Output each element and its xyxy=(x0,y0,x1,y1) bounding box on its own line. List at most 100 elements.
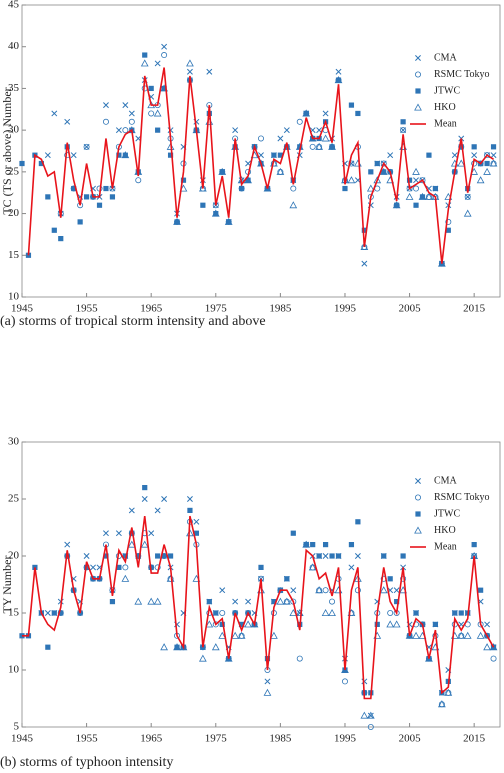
square-marker xyxy=(284,576,290,582)
legend-label: HKO xyxy=(434,102,456,113)
triangle-marker xyxy=(250,620,259,628)
x-tick-label: 1975 xyxy=(205,733,228,745)
circle-marker xyxy=(414,71,421,78)
caption: (b) storms of typhoon intensity xyxy=(0,755,173,770)
triangle-marker xyxy=(218,631,227,639)
y-axis-label: TC (TS or above) Number xyxy=(0,87,14,214)
triangle-marker xyxy=(315,586,324,594)
square-marker xyxy=(155,553,161,559)
triangle-marker xyxy=(483,643,491,651)
square-marker xyxy=(310,542,316,548)
square-marker xyxy=(368,169,374,175)
square-marker xyxy=(271,599,277,605)
x-tick-label: 1945 xyxy=(11,303,34,315)
square-marker xyxy=(478,587,484,593)
x-marker xyxy=(219,587,226,594)
circle-marker xyxy=(148,110,155,117)
y-tick-label: 20 xyxy=(8,207,20,219)
triangle-marker xyxy=(276,167,285,175)
triangle-marker xyxy=(140,59,149,67)
square-marker xyxy=(471,144,477,150)
triangle-marker xyxy=(360,711,369,719)
triangle-marker xyxy=(489,159,498,167)
x-tick-label: 1985 xyxy=(269,733,292,745)
square-marker xyxy=(58,610,64,616)
y-tick-label: 25 xyxy=(8,165,20,177)
legend-label: Mean xyxy=(434,541,457,552)
triangle-marker xyxy=(366,711,375,719)
triangle-marker xyxy=(224,654,233,662)
x-marker xyxy=(83,553,90,559)
triangle-marker xyxy=(328,142,336,150)
triangle-marker xyxy=(263,688,272,696)
square-marker xyxy=(193,530,200,536)
triangle-marker xyxy=(366,184,375,192)
circle-marker xyxy=(122,127,129,134)
square-marker xyxy=(355,519,361,525)
square-marker xyxy=(226,219,232,225)
x-tick-label: 2015 xyxy=(463,733,486,745)
y-tick-label: 15 xyxy=(8,249,20,261)
x-marker xyxy=(51,110,58,117)
square-marker xyxy=(348,102,355,108)
square-marker xyxy=(58,236,64,242)
triangle-marker xyxy=(373,176,382,184)
square-marker xyxy=(394,202,400,208)
square-marker xyxy=(77,219,83,225)
x-marker xyxy=(335,68,342,75)
square-marker xyxy=(335,77,342,83)
x-marker xyxy=(451,152,458,159)
square-marker xyxy=(38,160,44,167)
y-tick-label: 30 xyxy=(8,124,20,136)
square-marker xyxy=(432,621,439,627)
x-marker xyxy=(103,102,109,109)
triangle-marker xyxy=(211,209,220,217)
circle-marker xyxy=(400,127,407,134)
x-marker xyxy=(322,110,329,117)
x-marker xyxy=(245,598,252,605)
legend-label: RSMC Tokyo xyxy=(434,492,490,503)
triangle-marker xyxy=(414,526,422,534)
circle-marker xyxy=(329,598,336,605)
x-tick-label: 1955 xyxy=(76,303,99,315)
x-marker xyxy=(283,127,290,134)
circle-marker xyxy=(387,610,394,617)
triangle-marker xyxy=(121,574,130,582)
x-marker xyxy=(413,177,419,184)
x-tick-label: 1965 xyxy=(140,733,163,745)
y-axis-label: TY Number xyxy=(0,556,14,614)
square-marker xyxy=(45,194,51,200)
x-marker xyxy=(361,260,368,267)
triangle-marker xyxy=(173,643,181,651)
x-marker xyxy=(264,678,271,685)
x-marker xyxy=(361,678,368,685)
square-marker xyxy=(400,553,406,559)
x-marker xyxy=(154,507,161,514)
square-marker xyxy=(355,110,361,117)
square-marker xyxy=(219,621,225,627)
x-marker xyxy=(415,478,421,484)
circle-marker xyxy=(414,494,421,501)
x-marker xyxy=(490,152,497,159)
triangle-marker xyxy=(425,192,433,200)
x-marker xyxy=(148,530,155,537)
triangle-marker xyxy=(263,184,272,192)
triangle-marker xyxy=(308,563,317,571)
square-marker xyxy=(458,610,464,616)
triangle-marker xyxy=(198,184,207,192)
square-marker xyxy=(264,656,271,662)
x-marker xyxy=(141,496,148,502)
triangle-marker xyxy=(341,665,349,673)
legend-label: HKO xyxy=(434,525,456,536)
circle-marker xyxy=(257,135,264,142)
square-marker xyxy=(458,144,464,150)
triangle-marker xyxy=(444,688,453,696)
square-marker xyxy=(342,185,348,192)
circle-marker xyxy=(413,185,420,192)
x-marker xyxy=(367,712,374,719)
square-marker xyxy=(374,621,380,627)
triangle-marker xyxy=(211,643,220,651)
circle-marker xyxy=(135,177,142,184)
triangle-marker xyxy=(418,192,427,200)
square-marker xyxy=(83,194,90,200)
